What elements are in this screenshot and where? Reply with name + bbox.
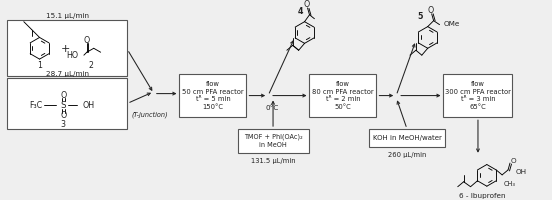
- Text: flow
50 cm PFA reactor
tᴿ = 5 min
150°C: flow 50 cm PFA reactor tᴿ = 5 min 150°C: [182, 81, 244, 110]
- Text: S: S: [61, 101, 66, 110]
- Text: 260 μL/min: 260 μL/min: [388, 152, 426, 158]
- Text: 131.5 μL/min: 131.5 μL/min: [251, 158, 295, 164]
- Text: 4: 4: [298, 7, 304, 16]
- Text: 3: 3: [61, 120, 66, 129]
- Bar: [7, 78, 127, 129]
- Text: +: +: [61, 44, 70, 54]
- Text: F₃C: F₃C: [29, 101, 42, 110]
- Text: (T-junction): (T-junction): [131, 111, 168, 118]
- Text: 15.1 μL/min: 15.1 μL/min: [46, 13, 89, 19]
- Text: HO: HO: [66, 51, 78, 60]
- Text: O: O: [510, 158, 516, 164]
- Text: O: O: [60, 111, 66, 120]
- Bar: [7, 20, 127, 76]
- Bar: [369, 129, 445, 147]
- Bar: [179, 74, 246, 117]
- Text: O: O: [428, 6, 434, 15]
- Bar: [310, 74, 376, 117]
- Text: O: O: [304, 0, 310, 9]
- Text: OMe: OMe: [443, 21, 460, 27]
- Bar: [237, 129, 309, 153]
- Text: 0°C: 0°C: [266, 105, 279, 111]
- Bar: [443, 74, 512, 117]
- Text: 1: 1: [37, 61, 42, 70]
- Text: O: O: [60, 91, 66, 100]
- Text: OH: OH: [83, 101, 95, 110]
- Text: 5: 5: [417, 12, 423, 21]
- Text: CH₃: CH₃: [504, 181, 516, 187]
- Text: OH: OH: [516, 169, 527, 175]
- Text: flow
300 cm PFA reactor
tᴿ = 3 min
65°C: flow 300 cm PFA reactor tᴿ = 3 min 65°C: [445, 81, 511, 110]
- Text: O: O: [84, 36, 90, 45]
- Text: TMOF + PhI(OAc)₂
in MeOH: TMOF + PhI(OAc)₂ in MeOH: [244, 134, 302, 148]
- Text: flow
80 cm PFA reactor
tᴿ = 2 min
50°C: flow 80 cm PFA reactor tᴿ = 2 min 50°C: [312, 81, 374, 110]
- Text: 2: 2: [88, 61, 93, 70]
- Text: KOH in MeOH/water: KOH in MeOH/water: [373, 135, 442, 141]
- Text: 6 - Ibuprofen: 6 - Ibuprofen: [459, 193, 505, 199]
- Text: 28.7 μL/min: 28.7 μL/min: [46, 71, 89, 77]
